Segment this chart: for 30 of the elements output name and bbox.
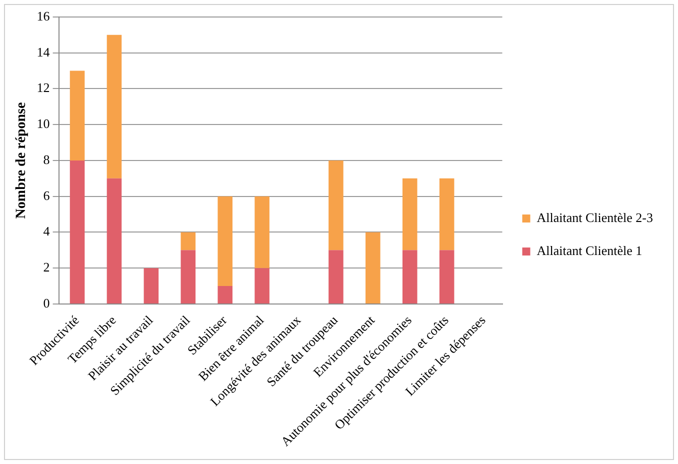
y-tick-label: 16	[36, 8, 50, 24]
bar	[70, 70, 85, 160]
bar	[180, 232, 196, 250]
y-tick-label: 6	[43, 188, 50, 203]
bar	[106, 178, 122, 304]
bar	[254, 196, 270, 268]
y-tick-label: 8	[43, 152, 50, 167]
y-tick-label: 2	[43, 260, 50, 275]
legend-label: Allaitant Clientèle 2-3	[536, 210, 654, 225]
y-tick-label: 0	[43, 295, 50, 310]
bar	[218, 286, 232, 304]
bar	[402, 178, 418, 250]
bar	[144, 268, 159, 304]
bar	[366, 232, 380, 304]
bar	[180, 250, 196, 304]
bar	[218, 196, 232, 286]
bar	[439, 250, 454, 304]
y-tick-label: 14	[36, 44, 50, 60]
bar	[439, 178, 454, 250]
y-tick-label: 4	[43, 224, 50, 239]
bar	[328, 250, 344, 304]
y-tick-label: 10	[36, 116, 50, 132]
bar	[70, 160, 85, 304]
y-axis-title: Nombre de réponse	[14, 102, 30, 219]
bar	[106, 34, 122, 178]
bar	[402, 250, 418, 304]
y-tick-label: 12	[36, 80, 50, 96]
bar	[254, 268, 270, 304]
legend-label: Allaitant Clientèle 1	[536, 242, 642, 258]
bar	[328, 160, 344, 250]
